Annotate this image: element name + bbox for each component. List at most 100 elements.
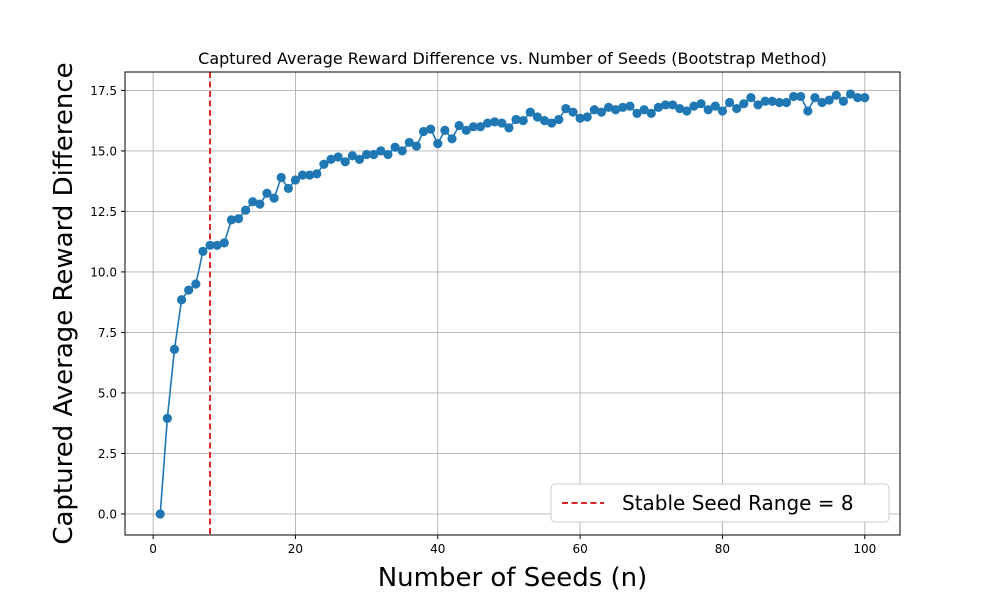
data-point xyxy=(618,102,628,112)
data-point xyxy=(717,106,728,116)
data-point xyxy=(326,154,336,164)
data-point xyxy=(518,116,528,126)
data-point xyxy=(781,97,792,108)
data-point xyxy=(547,118,557,128)
data-point xyxy=(198,246,208,256)
data-point xyxy=(376,146,386,156)
data-point xyxy=(461,125,471,135)
data-point xyxy=(212,240,222,250)
data-point xyxy=(625,101,635,111)
y-tick-label: 7.5 xyxy=(98,326,117,340)
data-point xyxy=(411,141,422,151)
data-point xyxy=(283,183,293,194)
data-point xyxy=(319,159,329,169)
data-point xyxy=(796,91,806,102)
y-tick-label: 0.0 xyxy=(98,507,117,521)
data-point xyxy=(724,97,735,108)
data-point xyxy=(831,90,841,100)
data-point xyxy=(753,100,763,110)
data-point xyxy=(582,112,592,122)
data-point xyxy=(397,146,407,156)
data-point xyxy=(226,215,236,225)
data-point xyxy=(269,193,279,203)
x-tick-label: 80 xyxy=(715,542,730,556)
series-line xyxy=(159,93,865,514)
y-tick-label: 5.0 xyxy=(98,386,117,400)
data-point xyxy=(312,169,322,179)
legend-box xyxy=(550,483,890,523)
data-point xyxy=(162,413,172,423)
y-tick-label: 10.0 xyxy=(90,265,117,279)
data-point xyxy=(169,344,180,354)
data-point xyxy=(305,170,315,180)
data-point xyxy=(760,96,770,106)
x-tick-label: 60 xyxy=(572,542,587,556)
data-point xyxy=(853,93,863,103)
data-point xyxy=(767,96,777,106)
data-point xyxy=(653,102,663,112)
data-point xyxy=(475,122,486,132)
data-point xyxy=(639,105,649,115)
data-point xyxy=(682,106,692,116)
data-point xyxy=(561,103,571,114)
data-point xyxy=(482,118,493,128)
y-axis-ticks: 0.0 2.5 5.0 7.5 10.0 12.5 15.0 17.5 xyxy=(90,84,125,521)
y-axis-label: Captured Average Reward Difference xyxy=(49,62,79,544)
data-point xyxy=(290,175,301,185)
data-point xyxy=(703,105,713,115)
data-point xyxy=(248,197,258,207)
data-point xyxy=(468,122,478,132)
data-point xyxy=(219,238,229,248)
data-point xyxy=(176,295,187,305)
data-point xyxy=(803,106,813,116)
x-tick-label: 100 xyxy=(853,542,876,556)
data-point xyxy=(596,107,607,117)
data-point xyxy=(660,100,671,110)
data-point xyxy=(404,137,414,148)
x-axis-label: Number of Seeds (n) xyxy=(378,563,648,593)
data-point xyxy=(689,101,699,111)
x-tick-label: 0 xyxy=(149,542,157,556)
y-tick-label: 2.5 xyxy=(98,447,117,461)
grid-lines xyxy=(125,72,900,535)
data-point xyxy=(255,199,265,209)
data-point xyxy=(746,93,756,103)
data-point xyxy=(447,134,457,144)
data-point xyxy=(205,240,215,250)
data-point xyxy=(525,107,535,117)
data-point xyxy=(333,152,343,162)
data-point xyxy=(184,285,194,295)
data-point xyxy=(632,108,642,118)
series-layer xyxy=(155,89,870,519)
data-point xyxy=(276,172,286,183)
y-tick-label: 17.5 xyxy=(90,84,117,98)
legend-label: Stable Seed Range = 8 xyxy=(622,491,854,515)
data-point xyxy=(354,154,365,164)
data-point xyxy=(362,149,372,160)
data-point xyxy=(340,157,350,167)
data-point xyxy=(611,105,621,115)
data-point xyxy=(390,142,400,152)
data-point xyxy=(675,103,685,114)
data-point xyxy=(789,91,799,102)
data-point xyxy=(568,107,578,117)
data-point xyxy=(383,149,393,160)
chart-title: Captured Average Reward Difference vs. N… xyxy=(198,49,827,68)
data-point xyxy=(739,99,749,109)
data-point xyxy=(554,114,564,125)
data-point xyxy=(589,105,599,115)
data-point xyxy=(810,93,820,103)
data-point xyxy=(490,117,500,127)
data-point xyxy=(233,214,244,224)
data-point xyxy=(845,89,856,99)
data-point xyxy=(433,139,443,149)
data-point xyxy=(347,151,357,161)
data-point xyxy=(575,113,585,123)
data-point xyxy=(646,108,656,118)
data-point xyxy=(454,120,464,131)
data-point xyxy=(732,103,742,114)
data-point xyxy=(191,279,201,289)
plot-frame xyxy=(124,71,901,536)
legend: Stable Seed Range = 8 xyxy=(550,483,890,523)
